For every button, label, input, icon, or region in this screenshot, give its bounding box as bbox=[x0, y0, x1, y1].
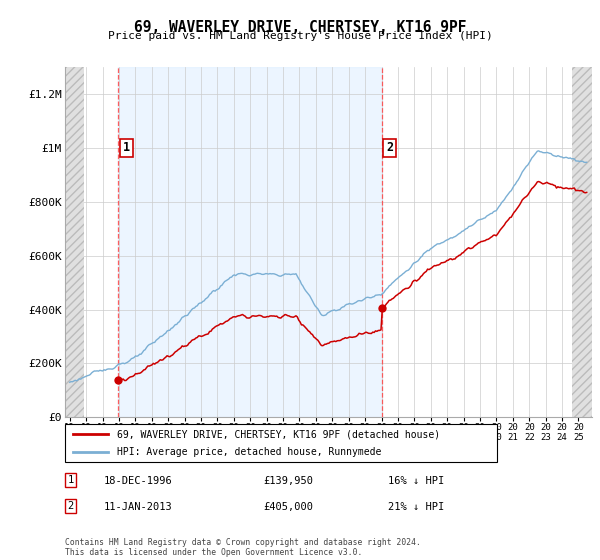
Text: 1: 1 bbox=[67, 475, 74, 485]
Text: £139,950: £139,950 bbox=[263, 476, 313, 486]
Text: Contains HM Land Registry data © Crown copyright and database right 2024.
This d: Contains HM Land Registry data © Crown c… bbox=[65, 538, 421, 557]
FancyBboxPatch shape bbox=[65, 424, 497, 462]
Text: 21% ↓ HPI: 21% ↓ HPI bbox=[388, 502, 445, 512]
Text: 11-JAN-2013: 11-JAN-2013 bbox=[104, 502, 173, 512]
Text: 16% ↓ HPI: 16% ↓ HPI bbox=[388, 476, 445, 486]
Text: 69, WAVERLEY DRIVE, CHERTSEY, KT16 9PF (detached house): 69, WAVERLEY DRIVE, CHERTSEY, KT16 9PF (… bbox=[116, 429, 440, 439]
Text: Price paid vs. HM Land Registry's House Price Index (HPI): Price paid vs. HM Land Registry's House … bbox=[107, 31, 493, 41]
Text: HPI: Average price, detached house, Runnymede: HPI: Average price, detached house, Runn… bbox=[116, 447, 381, 457]
Text: 1: 1 bbox=[122, 142, 130, 155]
Text: 69, WAVERLEY DRIVE, CHERTSEY, KT16 9PF: 69, WAVERLEY DRIVE, CHERTSEY, KT16 9PF bbox=[134, 20, 466, 35]
Bar bbox=[118, 67, 382, 417]
Text: 18-DEC-1996: 18-DEC-1996 bbox=[104, 476, 173, 486]
Text: £405,000: £405,000 bbox=[263, 502, 313, 512]
Text: 2: 2 bbox=[386, 142, 394, 155]
Text: 2: 2 bbox=[67, 501, 74, 511]
